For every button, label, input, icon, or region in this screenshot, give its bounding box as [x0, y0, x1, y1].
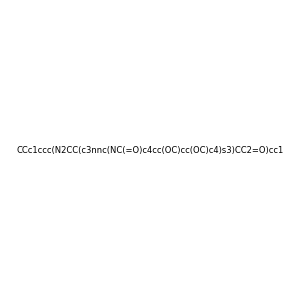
- Text: CCc1ccc(N2CC(c3nnc(NC(=O)c4cc(OC)cc(OC)c4)s3)CC2=O)cc1: CCc1ccc(N2CC(c3nnc(NC(=O)c4cc(OC)cc(OC)c…: [16, 146, 283, 154]
